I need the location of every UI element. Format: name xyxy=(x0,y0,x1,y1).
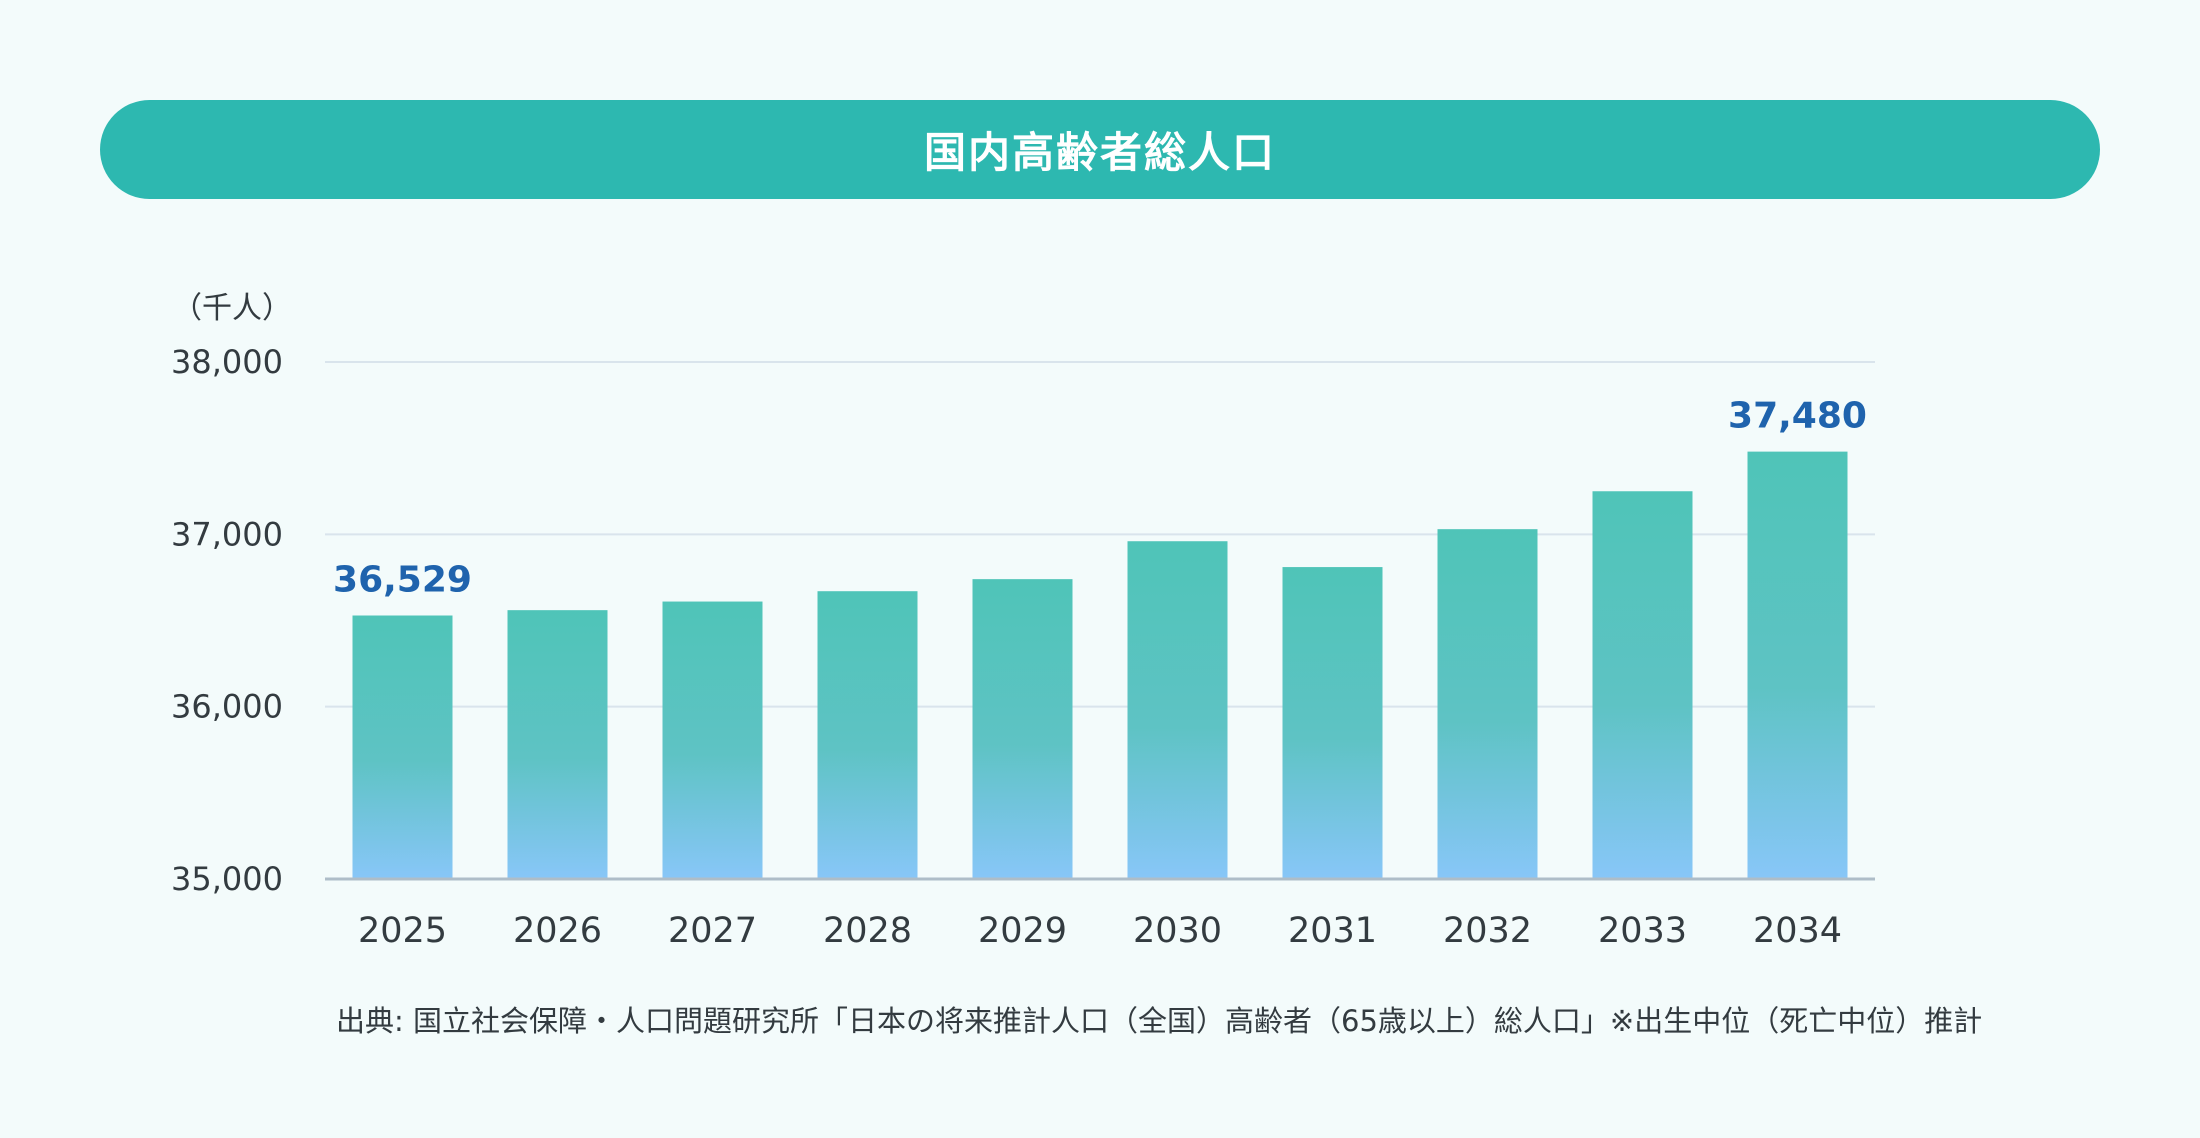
x-tick-label: 2033 xyxy=(1598,911,1687,951)
x-tick-label: 2031 xyxy=(1288,911,1377,951)
y-axis-unit-label: （千人） xyxy=(172,291,292,326)
x-tick-label: 2026 xyxy=(513,911,602,951)
labels: 35,000 36,000 37,000 38,000 2025 2026 2027 2028… xyxy=(171,343,1867,951)
data-label: 36,529 xyxy=(333,560,472,601)
bar xyxy=(1437,529,1538,879)
bar xyxy=(507,610,608,879)
bar xyxy=(972,579,1073,879)
data-label: 37,480 xyxy=(1728,396,1867,437)
bars xyxy=(352,451,1848,879)
bar xyxy=(662,601,763,879)
x-tick-label: 2034 xyxy=(1753,911,1842,951)
y-tick-label: 38,000 xyxy=(171,343,283,381)
source-note: 出典: 国立社会保障・人口問題研究所「日本の将来推計人口（全国）高齢者（65歳以… xyxy=(336,1004,1983,1038)
y-tick-label: 37,000 xyxy=(171,515,283,553)
bar xyxy=(1127,541,1228,879)
x-tick-label: 2028 xyxy=(823,911,912,951)
bar xyxy=(817,591,918,879)
chart-title-banner: 国内高齢者総人口 xyxy=(100,100,2100,199)
x-tick-label: 2025 xyxy=(358,911,447,951)
x-tick-label: 2029 xyxy=(978,911,1067,951)
chart-title: 国内高齢者総人口 xyxy=(923,128,1276,177)
bar xyxy=(1592,491,1693,879)
x-tick-label: 2030 xyxy=(1133,911,1222,951)
x-tick-label: 2027 xyxy=(668,911,757,951)
bar xyxy=(352,615,453,879)
bar xyxy=(1282,567,1383,879)
y-tick-label: 35,000 xyxy=(171,860,283,898)
x-tick-label: 2032 xyxy=(1443,911,1532,951)
bar xyxy=(1747,451,1848,879)
y-tick-label: 36,000 xyxy=(171,688,283,726)
